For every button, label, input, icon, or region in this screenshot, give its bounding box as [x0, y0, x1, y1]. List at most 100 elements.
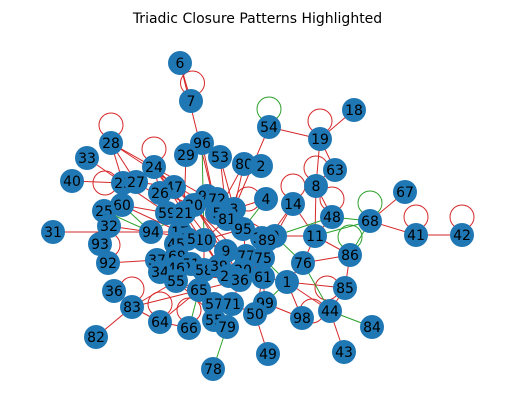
node-label: 28 [102, 136, 120, 152]
node-label: 2 [257, 159, 266, 175]
node-50: 50 [243, 302, 267, 326]
node-label: 48 [323, 210, 341, 226]
node-84: 84 [360, 315, 384, 339]
node-label: 42 [453, 228, 471, 244]
node-label: 6 [176, 56, 185, 72]
node-label: 31 [44, 225, 62, 241]
node-94: 94 [139, 220, 163, 244]
node-label: 75 [254, 251, 272, 267]
node-label: 67 [396, 185, 414, 201]
node-label: 11 [306, 229, 324, 245]
node-4: 4 [254, 187, 278, 211]
node-40: 40 [60, 169, 84, 193]
node-label: 36 [231, 273, 249, 289]
node-66: 66 [177, 316, 201, 340]
node-label: 63 [326, 163, 344, 179]
node-label: 27 [127, 175, 145, 191]
node-27: 27 [124, 170, 148, 194]
node-label: 61 [254, 270, 272, 286]
node-label: 7 [187, 94, 196, 110]
node-7: 7 [179, 89, 203, 113]
node-19: 19 [308, 127, 332, 151]
node-label: 18 [345, 103, 363, 119]
node-54: 54 [257, 115, 281, 139]
node-18: 18 [342, 98, 366, 122]
node-2: 2 [249, 154, 273, 178]
node-8: 8 [304, 174, 328, 198]
node-14: 14 [281, 192, 305, 216]
node-label: 26 [151, 186, 169, 202]
node-29: 29 [174, 143, 198, 167]
node-label: 49 [259, 347, 277, 363]
node-label: 92 [99, 256, 117, 272]
node-label: 53 [211, 150, 229, 166]
node-82: 82 [84, 325, 108, 349]
node-label: 14 [284, 197, 302, 213]
node-label: 79 [218, 320, 236, 336]
node-71: 71 [220, 292, 244, 316]
node-67: 67 [393, 180, 417, 204]
node-33: 33 [75, 146, 99, 170]
node-label: 94 [142, 225, 160, 241]
node-label: 21 [175, 206, 193, 222]
node-label: 36 [105, 284, 123, 300]
node-label: 54 [260, 120, 278, 136]
node-label: 50 [246, 307, 264, 323]
node-label: 29 [177, 148, 195, 164]
node-label: 43 [335, 345, 353, 361]
node-85: 85 [333, 276, 357, 300]
node-label: 93 [91, 237, 109, 253]
node-label: 71 [223, 297, 241, 313]
node-76: 76 [291, 251, 315, 275]
node-label: 95 [234, 222, 252, 238]
node-label: 76 [294, 256, 312, 272]
node-83: 83 [120, 295, 144, 319]
node-78: 78 [201, 357, 225, 381]
node-label: 41 [407, 228, 425, 244]
node-44: 44 [318, 299, 342, 323]
node-53: 53 [208, 145, 232, 169]
node-label: 4 [262, 192, 271, 208]
node-label: 55 [167, 274, 185, 290]
node-label: 44 [321, 304, 339, 320]
node-28: 28 [99, 131, 123, 155]
node-label: 98 [293, 311, 311, 327]
node-68: 68 [358, 209, 382, 233]
node-label: 82 [87, 330, 105, 346]
node-label: 64 [151, 315, 169, 331]
node-label: 86 [341, 248, 359, 264]
node-label: 24 [145, 160, 163, 176]
node-42: 42 [450, 223, 474, 247]
node-31: 31 [41, 220, 65, 244]
node-61: 61 [251, 265, 275, 289]
node-11: 11 [303, 224, 327, 248]
node-label: 1 [283, 275, 292, 291]
node-63: 63 [323, 158, 347, 182]
node-label: 66 [180, 321, 198, 337]
node-48: 48 [320, 205, 344, 229]
node-64: 64 [148, 310, 172, 334]
node-55: 55 [164, 269, 188, 293]
node-92: 92 [96, 251, 120, 275]
node-36: 36 [228, 268, 252, 292]
node-86: 86 [338, 243, 362, 267]
node-label: 68 [361, 214, 379, 230]
node-label: 40 [63, 174, 81, 190]
node-79: 79 [215, 315, 239, 339]
node-98: 98 [290, 306, 314, 330]
node-41: 41 [404, 223, 428, 247]
node-label: 85 [336, 281, 354, 297]
chart-title: Triadic Closure Patterns Highlighted [132, 11, 382, 27]
node-1: 1 [275, 270, 299, 294]
node-label: 19 [311, 132, 329, 148]
nodes: 6718541928963329538022463402327847266797… [41, 51, 474, 381]
node-label: 33 [78, 151, 96, 167]
node-49: 49 [256, 342, 280, 366]
node-label: 84 [363, 320, 381, 336]
node-6: 6 [168, 51, 192, 75]
node-43: 43 [332, 340, 356, 364]
node-label: 83 [123, 300, 141, 316]
node-label: 78 [204, 362, 222, 378]
node-label: 8 [312, 179, 321, 195]
